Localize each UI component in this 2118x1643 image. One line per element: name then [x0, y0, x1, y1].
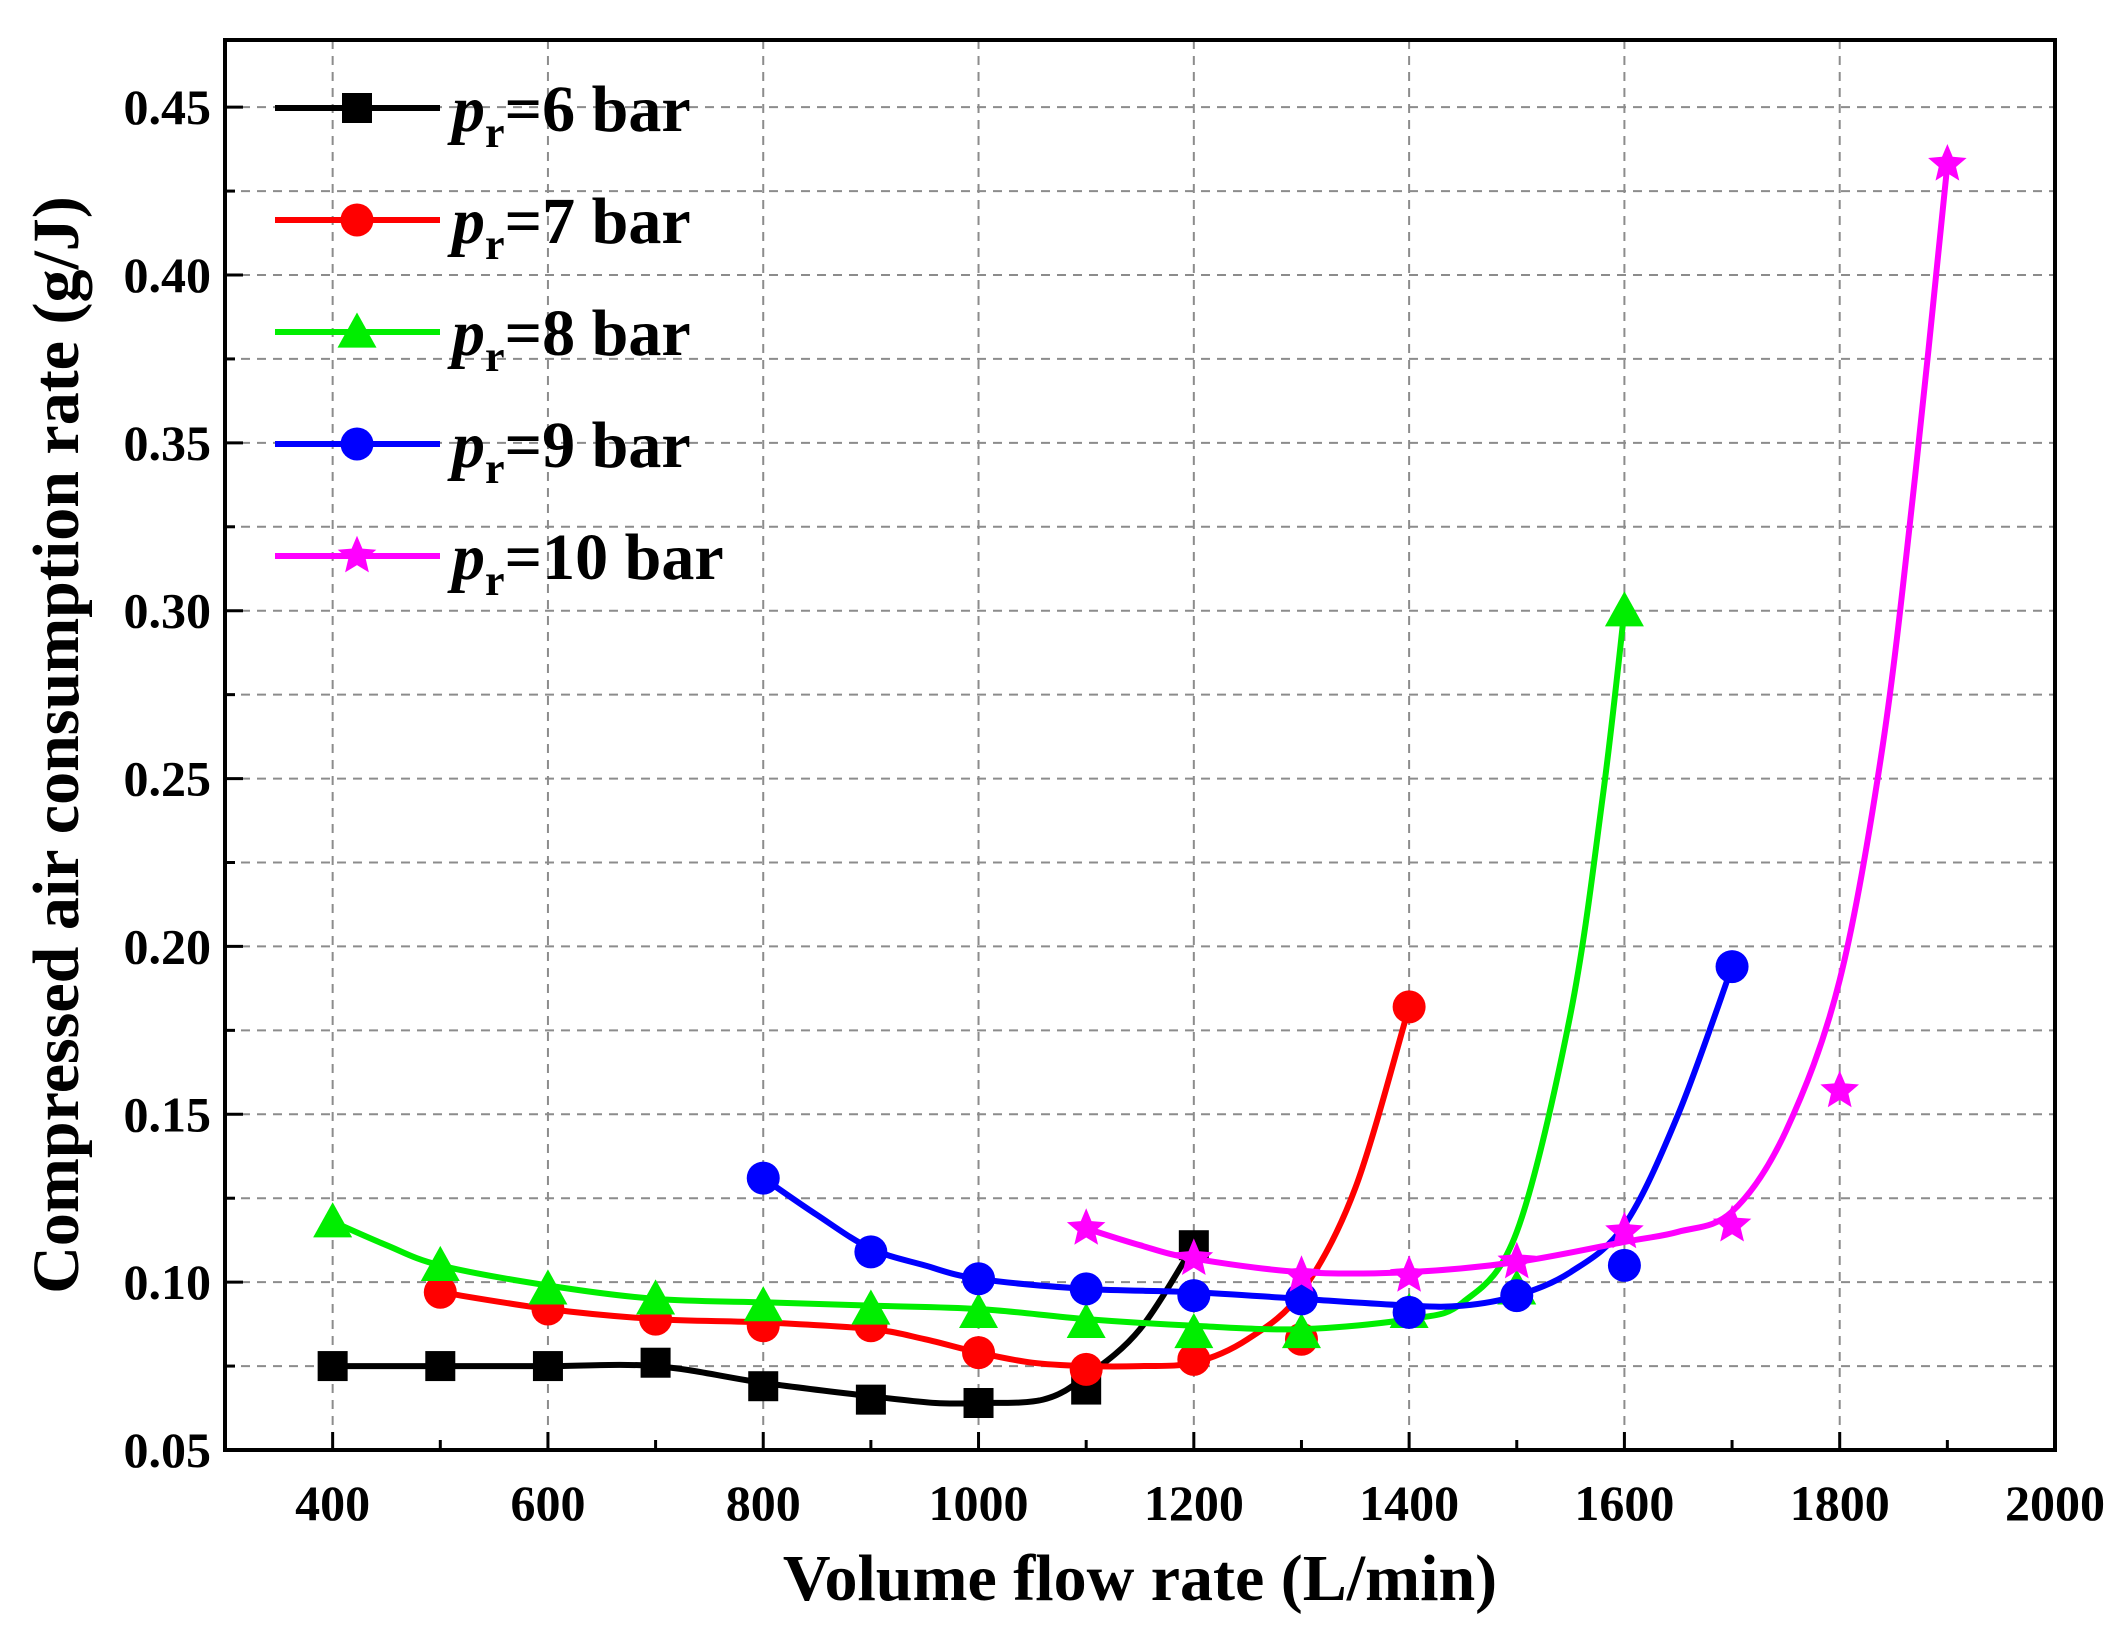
data-point	[636, 1279, 676, 1315]
data-point	[1281, 1313, 1321, 1349]
data-point	[1177, 1279, 1211, 1313]
data-point	[1389, 1255, 1429, 1292]
legend-marker	[342, 93, 372, 123]
y-tick-label: 0.30	[124, 583, 212, 639]
y-tick-label: 0.40	[124, 247, 212, 303]
data-point	[1069, 1352, 1103, 1386]
x-tick-label: 1800	[1790, 1475, 1890, 1531]
y-tick-label: 0.10	[124, 1254, 212, 1310]
data-point	[962, 1262, 996, 1296]
y-tick-label: 0.15	[124, 1086, 212, 1142]
data-point	[1392, 1295, 1426, 1329]
data-point	[1066, 1302, 1106, 1339]
series-8-bar	[313, 591, 1644, 1349]
data-point	[854, 1235, 888, 1269]
data-point	[420, 1245, 460, 1281]
legend-label: pr=7 bar	[447, 185, 691, 269]
legend-item: pr=6 bar	[275, 73, 691, 157]
legend-item: pr=8 bar	[275, 297, 691, 381]
legend-item: pr=9 bar	[275, 409, 691, 493]
x-tick-label: 1000	[929, 1475, 1029, 1531]
x-tick-labels: 400 600 800 1000 1200 1400 1600 1800 2000	[295, 1475, 2105, 1531]
x-tick-label: 600	[510, 1475, 585, 1531]
y-axis-title: Compressed air consumption rate (g/J)	[20, 196, 93, 1294]
legend-label: pr=9 bar	[447, 409, 691, 493]
data-point	[1284, 1282, 1318, 1316]
data-point	[1497, 1241, 1536, 1279]
data-point	[1174, 1313, 1214, 1349]
data-point	[1605, 1211, 1644, 1249]
legend-marker	[340, 203, 374, 237]
legend: pr=6 bar pr=7 bar pr=8 bar pr=9 bar pr=10 ba…	[275, 73, 724, 605]
data-point	[423, 1275, 457, 1309]
legend-marker	[337, 312, 377, 348]
series-9-bar	[746, 950, 1749, 1329]
x-tick-label: 1200	[1144, 1475, 1244, 1531]
legend-label: pr=8 bar	[447, 297, 691, 381]
legend-marker	[337, 535, 377, 573]
data-point	[317, 1351, 348, 1382]
x-tick-label: 2000	[2005, 1475, 2105, 1531]
data-point	[640, 1347, 671, 1378]
data-point	[1500, 1279, 1534, 1313]
series-line	[439, 1006, 1412, 1370]
data-point	[1604, 591, 1644, 627]
data-point	[1066, 1208, 1106, 1245]
data-point	[1715, 950, 1749, 984]
x-tick-label: 400	[295, 1475, 370, 1531]
data-point	[959, 1292, 999, 1328]
legend-label: pr=10 bar	[447, 521, 724, 605]
data-point	[1712, 1204, 1752, 1242]
legend-marker	[340, 427, 374, 461]
data-point	[851, 1289, 891, 1325]
plot-frame	[223, 38, 2057, 1452]
data-point	[1820, 1070, 1859, 1108]
series-line	[1085, 163, 1951, 1277]
legend-item: pr=7 bar	[275, 185, 691, 269]
data-point	[313, 1202, 353, 1238]
series-10-bar	[1066, 144, 1967, 1292]
series-line	[761, 965, 1735, 1310]
x-tick-label: 800	[726, 1475, 801, 1531]
y-tick-label: 0.35	[124, 415, 212, 471]
data-point	[855, 1384, 886, 1415]
x-axis-title: Volume flow rate (L/min)	[783, 1542, 1497, 1615]
data-point	[963, 1388, 994, 1418]
y-tick-label: 0.05	[124, 1422, 212, 1478]
data-point	[746, 1161, 780, 1195]
data-point	[748, 1371, 779, 1402]
x-tick-label: 1400	[1359, 1475, 1459, 1531]
data-point	[532, 1351, 563, 1382]
y-tick-label: 0.20	[124, 918, 212, 974]
y-tick-label: 0.25	[124, 751, 212, 807]
axis-ticks	[223, 105, 2057, 1452]
data-point	[962, 1336, 996, 1370]
legend-item: pr=10 bar	[275, 521, 724, 605]
data-point	[1177, 1342, 1211, 1376]
data-point	[528, 1269, 568, 1305]
data-point	[743, 1286, 783, 1322]
y-tick-label: 0.45	[124, 79, 212, 135]
data-point	[1069, 1272, 1103, 1306]
data-point	[1282, 1255, 1321, 1292]
data-point	[1174, 1238, 1214, 1275]
data-point	[425, 1351, 456, 1382]
x-tick-label: 1600	[1574, 1475, 1674, 1531]
data-point	[1392, 990, 1426, 1024]
data-point	[1607, 1248, 1641, 1282]
data-point	[1928, 144, 1967, 181]
data-series	[313, 144, 1967, 1418]
y-tick-labels: 0.05 0.10 0.15 0.20 0.25 0.30 0.35 0.40 0.45	[124, 79, 212, 1478]
legend-label: pr=6 bar	[447, 73, 691, 157]
